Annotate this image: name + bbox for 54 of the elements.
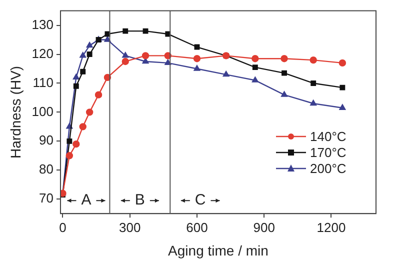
point: [194, 65, 200, 71]
point: [142, 52, 150, 60]
point: [310, 56, 317, 64]
point: [86, 108, 94, 116]
point: [252, 76, 258, 82]
point: [252, 55, 259, 62]
point: [252, 64, 258, 70]
point: [340, 84, 346, 90]
point: [80, 68, 86, 74]
y-tick-label: 70: [39, 190, 54, 206]
annotation: A: [81, 192, 92, 209]
point: [72, 140, 80, 148]
legend-label: 140°C: [310, 129, 346, 144]
point: [310, 100, 317, 106]
y-tick-label: 120: [32, 46, 54, 61]
y-tick-label: 130: [32, 16, 54, 32]
point: [122, 52, 129, 58]
point: [338, 59, 346, 67]
point: [66, 152, 74, 160]
legend-label: 170°C: [310, 145, 346, 160]
point: [142, 28, 148, 34]
point: [86, 52, 92, 57]
point: [86, 42, 93, 48]
annotation: B: [134, 192, 145, 209]
point: [72, 74, 80, 80]
point: [310, 80, 316, 86]
annotation: C: [194, 192, 206, 209]
legend-label: 200°C: [310, 161, 346, 176]
x-tick-label: 300: [119, 220, 141, 235]
point: [79, 123, 86, 130]
y-tick-label: 80: [39, 162, 54, 177]
point: [94, 91, 102, 98]
point: [193, 55, 201, 62]
y-axis-title: Hardness (HV): [7, 66, 24, 158]
x-tick-label: 1200: [316, 220, 346, 235]
point: [122, 28, 128, 34]
point: [122, 58, 129, 66]
point: [104, 36, 111, 42]
point: [66, 138, 72, 144]
point: [80, 52, 86, 58]
y-tick-label: 90: [39, 132, 54, 148]
point: [282, 70, 287, 76]
point: [339, 104, 346, 110]
x-tick-label: 0: [59, 220, 66, 235]
point: [281, 91, 288, 97]
point: [222, 70, 230, 77]
point: [73, 83, 79, 89]
x-tick-label: 600: [186, 220, 208, 235]
x-tick-label: 900: [253, 220, 275, 235]
y-tick-label: 110: [32, 74, 54, 90]
point: [164, 59, 172, 66]
y-tick-label: 100: [32, 104, 54, 119]
x-axis-title: Aging time / min: [168, 242, 268, 258]
point: [280, 55, 288, 62]
